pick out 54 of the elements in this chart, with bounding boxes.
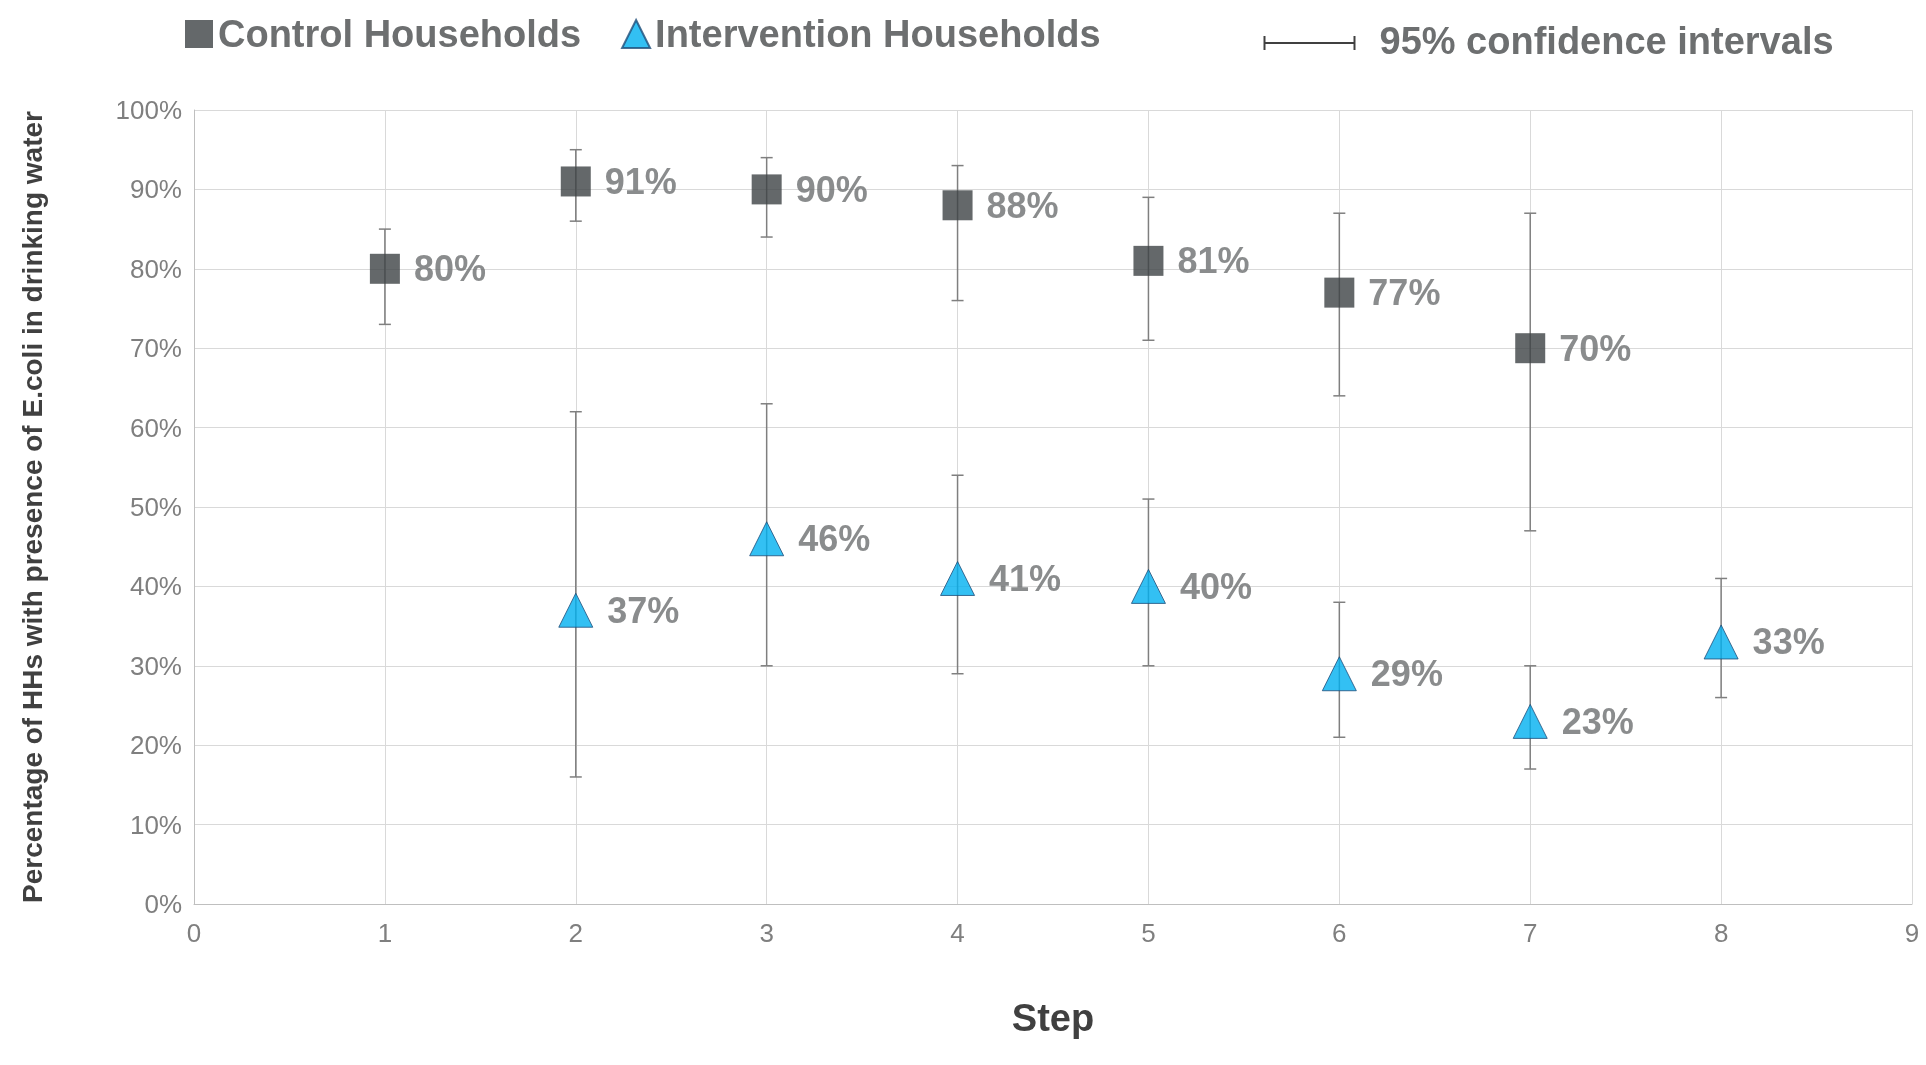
point bbox=[1321, 656, 1357, 692]
x-tick-label: 6 bbox=[1332, 918, 1347, 948]
data-label: 90% bbox=[795, 168, 868, 210]
data-label: 40% bbox=[1179, 565, 1253, 607]
y-tick-label: 70% bbox=[129, 333, 182, 364]
x-tick-label: 2 bbox=[568, 918, 584, 948]
data-label: 88% bbox=[986, 184, 1059, 226]
data-label: 46% bbox=[798, 518, 871, 560]
point bbox=[940, 560, 976, 596]
data-label: 33% bbox=[1752, 621, 1825, 663]
text: 95% confidence intervals bbox=[1379, 20, 1834, 62]
data-label: 80% bbox=[413, 248, 486, 290]
x-tick-label: 4 bbox=[950, 918, 965, 948]
point bbox=[942, 190, 973, 221]
y-tick-label: 50% bbox=[129, 492, 182, 522]
data-label: 81% bbox=[1177, 240, 1250, 282]
x-axis-title: Step bbox=[1011, 997, 1095, 1039]
point bbox=[558, 592, 594, 628]
point bbox=[369, 253, 400, 284]
point bbox=[1703, 624, 1739, 660]
point bbox=[560, 166, 591, 197]
data-label: 91% bbox=[604, 160, 677, 202]
point bbox=[751, 174, 782, 205]
y-tick-label: 20% bbox=[129, 730, 182, 761]
point bbox=[1133, 245, 1164, 276]
y-tick-label: 100% bbox=[115, 95, 182, 125]
y-tick-label: 10% bbox=[129, 809, 182, 840]
point bbox=[1130, 568, 1166, 604]
data-label: 77% bbox=[1368, 272, 1441, 314]
data-label: 29% bbox=[1370, 653, 1443, 695]
y-tick-label: 30% bbox=[129, 650, 182, 681]
x-tick-label: 7 bbox=[1522, 918, 1538, 948]
y-tick-label: 0% bbox=[144, 889, 182, 919]
point bbox=[1512, 703, 1548, 739]
x-tick-label: 5 bbox=[1141, 918, 1156, 948]
legend-label: Control Households bbox=[218, 13, 582, 55]
point bbox=[749, 521, 785, 557]
y-tick-label: 90% bbox=[129, 174, 182, 205]
x-tick-label: 9 bbox=[1904, 918, 1920, 948]
legend-label: Intervention Households bbox=[655, 13, 1101, 55]
x-tick-label: 0 bbox=[186, 918, 202, 948]
data-label: 70% bbox=[1559, 327, 1632, 369]
data-label: 23% bbox=[1561, 700, 1634, 742]
x-tick-label: 8 bbox=[1713, 918, 1729, 948]
y-tick-label: 40% bbox=[129, 571, 182, 602]
point bbox=[1324, 277, 1355, 308]
x-tick-label: 1 bbox=[377, 918, 393, 948]
x-tick-label: 3 bbox=[759, 918, 774, 948]
point bbox=[1515, 333, 1546, 364]
y-axis-title: Percentage of HHs with presence of E.coli in drinking water bbox=[16, 110, 48, 903]
y-tick-label: 60% bbox=[129, 412, 182, 443]
data-label: 37% bbox=[607, 589, 680, 631]
y-tick-label: 80% bbox=[129, 253, 182, 284]
data-label: 41% bbox=[989, 557, 1062, 599]
